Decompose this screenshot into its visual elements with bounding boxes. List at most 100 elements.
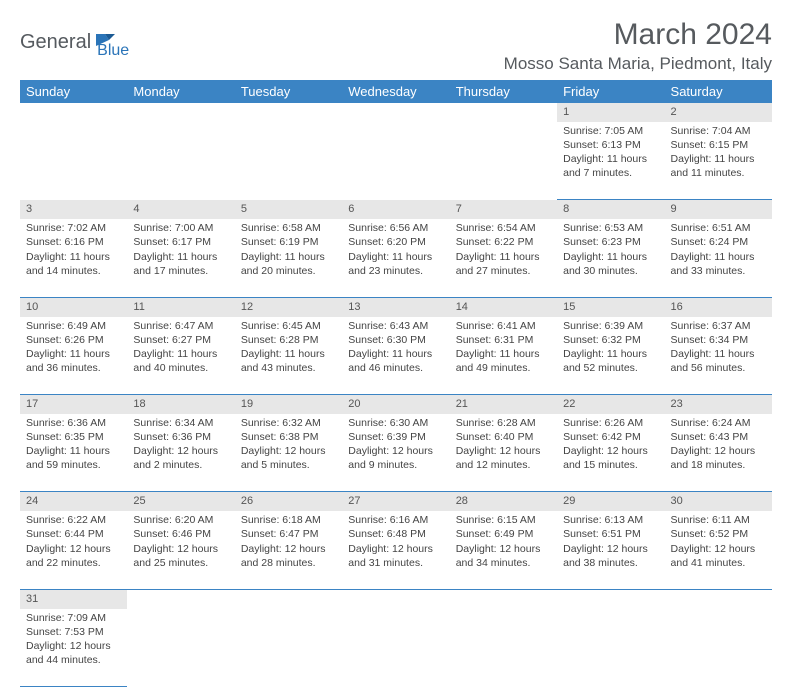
sunrise-text: Sunrise: 6:30 AM: [348, 416, 443, 430]
sunset-text: Sunset: 6:49 PM: [456, 527, 551, 541]
sunset-text: Sunset: 6:20 PM: [348, 235, 443, 249]
sunset-text: Sunset: 6:23 PM: [563, 235, 658, 249]
day-cell: Sunrise: 6:47 AMSunset: 6:27 PMDaylight:…: [127, 317, 234, 395]
day-number: 17: [20, 395, 127, 414]
sunset-text: Sunset: 6:28 PM: [241, 333, 336, 347]
logo: General Blue: [20, 18, 129, 60]
daylight-text: Daylight: 12 hours and 41 minutes.: [671, 542, 766, 570]
sunrise-text: Sunrise: 6:32 AM: [241, 416, 336, 430]
sunrise-text: Sunrise: 6:11 AM: [671, 513, 766, 527]
daylight-text: Daylight: 12 hours and 31 minutes.: [348, 542, 443, 570]
sunrise-text: Sunrise: 6:51 AM: [671, 221, 766, 235]
sunrise-text: Sunrise: 6:22 AM: [26, 513, 121, 527]
day-cell: [235, 122, 342, 200]
sunset-text: Sunset: 6:44 PM: [26, 527, 121, 541]
day-number: 14: [450, 297, 557, 316]
daylight-text: Daylight: 11 hours and 46 minutes.: [348, 347, 443, 375]
day-cell: [557, 609, 664, 687]
day-cell: Sunrise: 6:13 AMSunset: 6:51 PMDaylight:…: [557, 511, 664, 589]
sunset-text: Sunset: 6:46 PM: [133, 527, 228, 541]
daylight-text: Daylight: 12 hours and 25 minutes.: [133, 542, 228, 570]
sunrise-text: Sunrise: 6:34 AM: [133, 416, 228, 430]
daylight-text: Daylight: 11 hours and 33 minutes.: [671, 250, 766, 278]
day-body-row: Sunrise: 6:49 AMSunset: 6:26 PMDaylight:…: [20, 317, 772, 395]
sunset-text: Sunset: 6:16 PM: [26, 235, 121, 249]
sunrise-text: Sunrise: 6:16 AM: [348, 513, 443, 527]
day-number: 23: [665, 395, 772, 414]
sunset-text: Sunset: 6:22 PM: [456, 235, 551, 249]
logo-text-blue: Blue: [97, 24, 129, 60]
sunset-text: Sunset: 6:13 PM: [563, 138, 658, 152]
daylight-text: Daylight: 11 hours and 23 minutes.: [348, 250, 443, 278]
sunrise-text: Sunrise: 6:28 AM: [456, 416, 551, 430]
daylight-text: Daylight: 11 hours and 17 minutes.: [133, 250, 228, 278]
day-number: 1: [557, 103, 664, 122]
daylight-text: Daylight: 11 hours and 40 minutes.: [133, 347, 228, 375]
day-number: [20, 103, 127, 122]
day-cell: Sunrise: 6:18 AMSunset: 6:47 PMDaylight:…: [235, 511, 342, 589]
daylight-text: Daylight: 11 hours and 20 minutes.: [241, 250, 336, 278]
sunrise-text: Sunrise: 7:04 AM: [671, 124, 766, 138]
daylight-text: Daylight: 12 hours and 15 minutes.: [563, 444, 658, 472]
daylight-text: Daylight: 12 hours and 28 minutes.: [241, 542, 336, 570]
sunset-text: Sunset: 6:34 PM: [671, 333, 766, 347]
day-cell: Sunrise: 6:24 AMSunset: 6:43 PMDaylight:…: [665, 414, 772, 492]
day-number-row: 12: [20, 103, 772, 122]
sunset-text: Sunset: 6:42 PM: [563, 430, 658, 444]
day-cell: Sunrise: 6:56 AMSunset: 6:20 PMDaylight:…: [342, 219, 449, 297]
day-number: 27: [342, 492, 449, 511]
day-cell: Sunrise: 6:36 AMSunset: 6:35 PMDaylight:…: [20, 414, 127, 492]
day-cell: Sunrise: 6:32 AMSunset: 6:38 PMDaylight:…: [235, 414, 342, 492]
sunrise-text: Sunrise: 6:13 AM: [563, 513, 658, 527]
sunset-text: Sunset: 7:53 PM: [26, 625, 121, 639]
day-header: Sunday: [20, 80, 127, 103]
day-header: Wednesday: [342, 80, 449, 103]
day-header: Saturday: [665, 80, 772, 103]
day-cell: Sunrise: 6:22 AMSunset: 6:44 PMDaylight:…: [20, 511, 127, 589]
sunset-text: Sunset: 6:38 PM: [241, 430, 336, 444]
sunset-text: Sunset: 6:35 PM: [26, 430, 121, 444]
day-cell: Sunrise: 6:34 AMSunset: 6:36 PMDaylight:…: [127, 414, 234, 492]
daylight-text: Daylight: 11 hours and 56 minutes.: [671, 347, 766, 375]
sunrise-text: Sunrise: 6:15 AM: [456, 513, 551, 527]
daylight-text: Daylight: 12 hours and 18 minutes.: [671, 444, 766, 472]
day-number: [557, 589, 664, 608]
sunset-text: Sunset: 6:15 PM: [671, 138, 766, 152]
day-number: 8: [557, 200, 664, 219]
sunrise-text: Sunrise: 6:26 AM: [563, 416, 658, 430]
day-number: [342, 103, 449, 122]
day-cell: [665, 609, 772, 687]
day-number: 19: [235, 395, 342, 414]
day-cell: Sunrise: 6:15 AMSunset: 6:49 PMDaylight:…: [450, 511, 557, 589]
sunrise-text: Sunrise: 6:43 AM: [348, 319, 443, 333]
day-number: 13: [342, 297, 449, 316]
day-cell: Sunrise: 6:53 AMSunset: 6:23 PMDaylight:…: [557, 219, 664, 297]
day-cell: Sunrise: 6:51 AMSunset: 6:24 PMDaylight:…: [665, 219, 772, 297]
daylight-text: Daylight: 12 hours and 34 minutes.: [456, 542, 551, 570]
day-number: 28: [450, 492, 557, 511]
day-body-row: Sunrise: 6:22 AMSunset: 6:44 PM Daylight:…: [20, 511, 772, 589]
daylight-text: Daylight: 11 hours and 49 minutes.: [456, 347, 551, 375]
day-cell: [342, 609, 449, 687]
sunrise-text: Sunrise: 6:54 AM: [456, 221, 551, 235]
daylight-text: Daylight: 11 hours and 59 minutes.: [26, 444, 121, 472]
day-number: [450, 589, 557, 608]
sunrise-text: Sunrise: 6:58 AM: [241, 221, 336, 235]
sunset-text: Sunset: 6:26 PM: [26, 333, 121, 347]
day-cell: [20, 122, 127, 200]
day-body-row: Sunrise: 7:09 AMSunset: 7:53 PMDaylight:…: [20, 609, 772, 687]
day-number: 29: [557, 492, 664, 511]
sunset-text: Sunset: 6:17 PM: [133, 235, 228, 249]
day-cell: [127, 609, 234, 687]
day-number: [450, 103, 557, 122]
day-cell: Sunrise: 6:39 AMSunset: 6:32 PMDaylight:…: [557, 317, 664, 395]
day-number: 12: [235, 297, 342, 316]
day-cell: Sunrise: 6:20 AMSunset: 6:46 PMDaylight:…: [127, 511, 234, 589]
daylight-text: Daylight: 11 hours and 27 minutes.: [456, 250, 551, 278]
sunset-text: Sunset: 6:51 PM: [563, 527, 658, 541]
day-header: Friday: [557, 80, 664, 103]
day-number: 4: [127, 200, 234, 219]
day-cell: Sunrise: 6:28 AMSunset: 6:40 PMDaylight:…: [450, 414, 557, 492]
day-cell: Sunrise: 7:00 AMSunset: 6:17 PMDaylight:…: [127, 219, 234, 297]
day-cell: Sunrise: 6:49 AMSunset: 6:26 PMDaylight:…: [20, 317, 127, 395]
